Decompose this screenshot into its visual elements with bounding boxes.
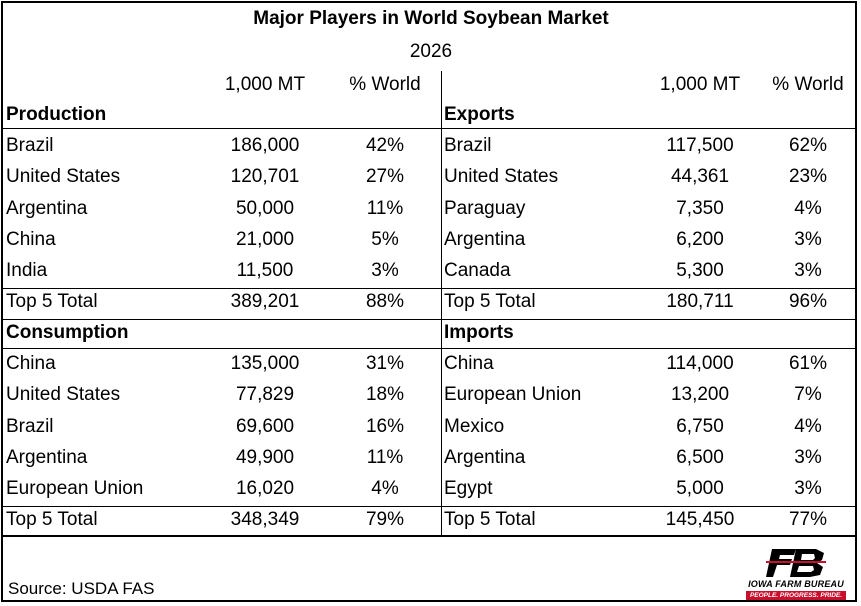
- logo-tagline: PEOPLE. PROGRESS. PRIDE.: [746, 591, 846, 600]
- divider-total-upper: [3, 288, 855, 289]
- exports-row-country: Brazil: [444, 135, 492, 156]
- consumption-row-pct: 31%: [365, 353, 405, 374]
- exports-row-value: 117,500: [666, 135, 734, 156]
- exports-total-label: Top 5 Total: [444, 291, 536, 312]
- consumption-total-pct: 79%: [365, 509, 405, 530]
- imports-row-country: China: [444, 353, 494, 374]
- center-divider: [441, 71, 442, 536]
- exports-row-value: 6,200: [676, 229, 724, 250]
- logo-text: IOWA FARM BUREAU: [748, 579, 844, 589]
- production-row-pct: 3%: [371, 260, 399, 281]
- imports-row-country: European Union: [444, 384, 582, 405]
- production-row-pct: 11%: [366, 198, 404, 219]
- imports-row-pct: 61%: [788, 353, 828, 374]
- exports-total-value: 180,711: [666, 291, 734, 312]
- iowa-farm-bureau-logo: IOWA FARM BUREAU PEOPLE. PROGRESS. PRIDE…: [740, 549, 852, 601]
- consumption-total-label: Top 5 Total: [6, 509, 98, 530]
- consumption-row-value: 135,000: [230, 353, 300, 374]
- production-row-pct: 5%: [371, 229, 399, 250]
- table-title: Major Players in World Soybean Market: [253, 8, 609, 29]
- production-row-country: United States: [6, 166, 121, 187]
- production-section-title: Production: [6, 104, 107, 125]
- production-row-country: China: [6, 229, 56, 250]
- imports-row-value: 6,500: [676, 447, 724, 468]
- divider-bottom: [3, 535, 855, 537]
- production-total-pct: 88%: [365, 291, 405, 312]
- imports-row-pct: 3%: [794, 478, 822, 499]
- imports-total-pct: 77%: [788, 509, 828, 530]
- exports-section-title: Exports: [444, 104, 515, 125]
- exports-row-country: United States: [444, 166, 559, 187]
- table-subtitle: 2026: [409, 41, 453, 62]
- exports-row-pct: 3%: [794, 260, 822, 281]
- exports-row-country: Argentina: [444, 229, 526, 250]
- exports-row-pct: 62%: [788, 135, 828, 156]
- production-row-value: 21,000: [235, 229, 295, 250]
- production-row-value: 50,000: [235, 198, 295, 219]
- imports-row-value: 114,000: [666, 353, 734, 374]
- imports-row-country: Mexico: [444, 416, 505, 437]
- exports-total-pct: 96%: [788, 291, 828, 312]
- consumption-row-pct: 4%: [371, 478, 399, 499]
- divider-middle: [3, 319, 855, 320]
- divider-total-lower: [3, 506, 855, 507]
- production-row-pct: 27%: [365, 166, 405, 187]
- consumption-row-value: 69,600: [235, 416, 295, 437]
- production-row-pct: 42%: [365, 135, 405, 156]
- consumption-row-country: United States: [6, 384, 121, 405]
- consumption-row-country: European Union: [6, 478, 144, 499]
- consumption-row-pct: 18%: [365, 384, 405, 405]
- exports-row-value: 7,350: [676, 198, 724, 219]
- imports-row-country: Egypt: [444, 478, 493, 499]
- consumption-row-pct: 11%: [366, 447, 404, 468]
- production-total-value: 389,201: [230, 291, 300, 312]
- exports-row-pct: 3%: [794, 229, 822, 250]
- production-row-country: Argentina: [6, 198, 88, 219]
- exports-row-pct: 4%: [794, 198, 822, 219]
- imports-section-title: Imports: [444, 322, 514, 343]
- left-value-header: 1,000 MT: [224, 74, 306, 95]
- production-row-country: India: [6, 260, 48, 281]
- consumption-row-country: Brazil: [6, 416, 54, 437]
- exports-row-country: Paraguay: [444, 198, 526, 219]
- imports-row-value: 6,750: [676, 416, 724, 437]
- left-pct-header: % World: [349, 74, 421, 95]
- imports-total-label: Top 5 Total: [444, 509, 536, 530]
- imports-row-pct: 3%: [794, 447, 822, 468]
- consumption-row-value: 49,900: [235, 447, 295, 468]
- source-note: Source: USDA FAS: [8, 579, 155, 598]
- consumption-total-value: 348,349: [230, 509, 300, 530]
- production-row-value: 11,500: [236, 260, 294, 281]
- fb-logo-icon: [766, 549, 826, 577]
- exports-row-pct: 23%: [788, 166, 828, 187]
- right-pct-header: % World: [772, 74, 844, 95]
- consumption-row-pct: 16%: [365, 416, 405, 437]
- production-total-label: Top 5 Total: [6, 291, 98, 312]
- imports-row-pct: 4%: [794, 416, 822, 437]
- consumption-section-title: Consumption: [6, 322, 129, 343]
- right-value-header: 1,000 MT: [659, 74, 741, 95]
- consumption-row-value: 77,829: [235, 384, 295, 405]
- consumption-row-country: Argentina: [6, 447, 88, 468]
- exports-row-value: 44,361: [670, 166, 730, 187]
- exports-row-country: Canada: [444, 260, 511, 281]
- divider-top: [3, 128, 855, 129]
- production-row-value: 186,000: [230, 135, 300, 156]
- production-row-value: 120,701: [230, 166, 300, 187]
- imports-row-value: 5,000: [676, 478, 724, 499]
- imports-row-country: Argentina: [444, 447, 526, 468]
- imports-total-value: 145,450: [665, 509, 735, 530]
- imports-row-value: 13,200: [670, 384, 730, 405]
- consumption-row-country: China: [6, 353, 56, 374]
- exports-row-value: 5,300: [676, 260, 724, 281]
- consumption-row-value: 16,020: [235, 478, 295, 499]
- production-row-country: Brazil: [6, 135, 54, 156]
- imports-row-pct: 7%: [794, 384, 822, 405]
- divider-mid-header: [3, 348, 855, 349]
